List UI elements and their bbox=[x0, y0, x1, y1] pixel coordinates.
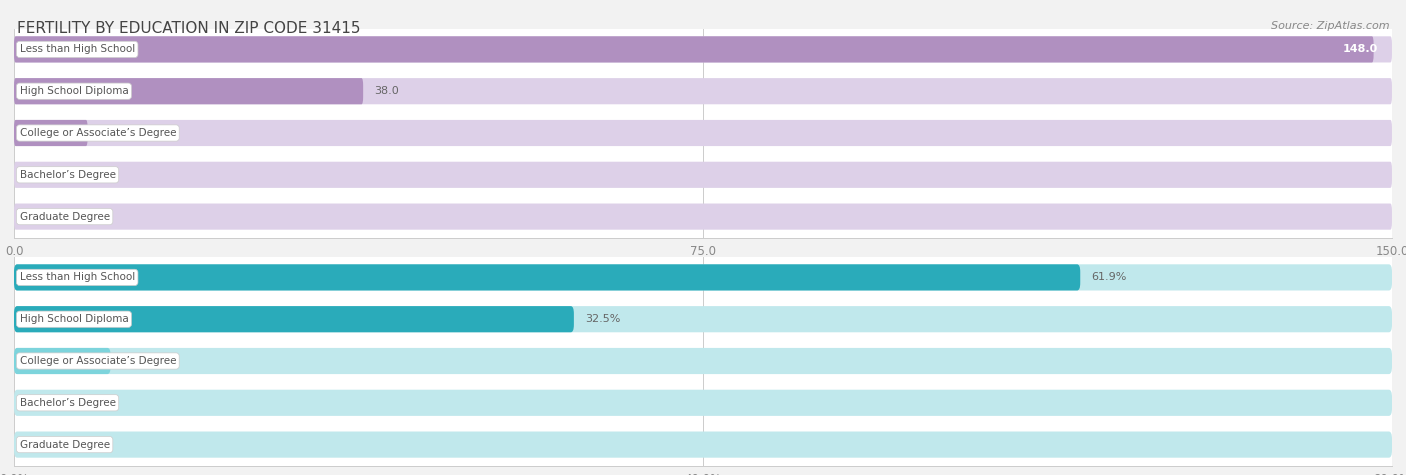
Text: 0.0%: 0.0% bbox=[25, 439, 53, 450]
FancyBboxPatch shape bbox=[14, 78, 363, 104]
FancyBboxPatch shape bbox=[14, 264, 1080, 291]
Text: Source: ZipAtlas.com: Source: ZipAtlas.com bbox=[1271, 21, 1389, 31]
Text: 38.0: 38.0 bbox=[374, 86, 399, 96]
Text: 61.9%: 61.9% bbox=[1091, 272, 1126, 283]
Text: Graduate Degree: Graduate Degree bbox=[20, 211, 110, 222]
Text: Less than High School: Less than High School bbox=[20, 272, 135, 283]
Text: Bachelor’s Degree: Bachelor’s Degree bbox=[20, 398, 115, 408]
Text: College or Associate’s Degree: College or Associate’s Degree bbox=[20, 128, 176, 138]
FancyBboxPatch shape bbox=[14, 348, 111, 374]
Text: 148.0: 148.0 bbox=[1343, 44, 1378, 55]
Text: 5.6%: 5.6% bbox=[121, 356, 150, 366]
FancyBboxPatch shape bbox=[14, 306, 1392, 332]
Text: 0.0%: 0.0% bbox=[25, 398, 53, 408]
Text: High School Diploma: High School Diploma bbox=[20, 86, 128, 96]
FancyBboxPatch shape bbox=[14, 162, 1392, 188]
FancyBboxPatch shape bbox=[14, 36, 1374, 63]
FancyBboxPatch shape bbox=[14, 264, 1392, 291]
FancyBboxPatch shape bbox=[14, 348, 1392, 374]
FancyBboxPatch shape bbox=[14, 120, 87, 146]
Text: Bachelor’s Degree: Bachelor’s Degree bbox=[20, 170, 115, 180]
Text: Graduate Degree: Graduate Degree bbox=[20, 439, 110, 450]
FancyBboxPatch shape bbox=[14, 120, 1392, 146]
Text: 0.0: 0.0 bbox=[25, 211, 42, 222]
FancyBboxPatch shape bbox=[14, 306, 574, 332]
Text: College or Associate’s Degree: College or Associate’s Degree bbox=[20, 356, 176, 366]
Text: Less than High School: Less than High School bbox=[20, 44, 135, 55]
FancyBboxPatch shape bbox=[14, 78, 1392, 104]
FancyBboxPatch shape bbox=[14, 36, 1392, 63]
Text: 32.5%: 32.5% bbox=[585, 314, 620, 324]
FancyBboxPatch shape bbox=[14, 203, 1392, 230]
Text: FERTILITY BY EDUCATION IN ZIP CODE 31415: FERTILITY BY EDUCATION IN ZIP CODE 31415 bbox=[17, 21, 360, 37]
Text: 8.0: 8.0 bbox=[98, 128, 117, 138]
FancyBboxPatch shape bbox=[14, 431, 1392, 458]
Text: 0.0: 0.0 bbox=[25, 170, 42, 180]
FancyBboxPatch shape bbox=[14, 390, 1392, 416]
Text: High School Diploma: High School Diploma bbox=[20, 314, 128, 324]
